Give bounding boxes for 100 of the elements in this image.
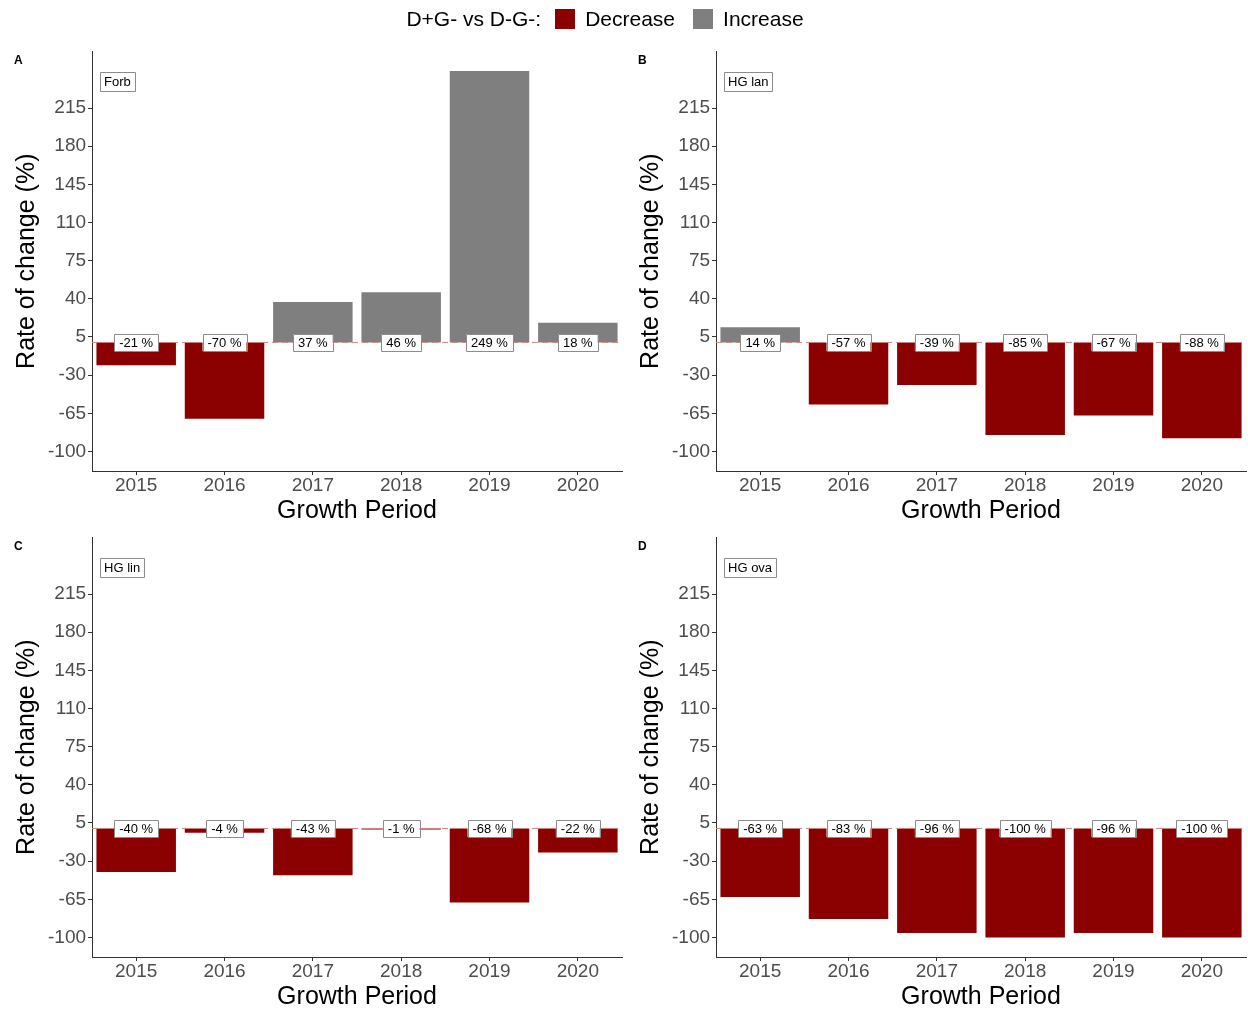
data-label: 249 % <box>471 335 509 351</box>
x-tick-label: 2017 <box>915 960 958 982</box>
x-tick-label: 2019 <box>1092 960 1135 982</box>
x-tick-label: 2020 <box>1180 474 1223 496</box>
data-label: -63 % <box>743 821 778 837</box>
y-tick-label: 215 <box>678 96 711 118</box>
chart-title: A <box>14 52 23 67</box>
data-label: 18 % <box>563 335 594 351</box>
y-tick-label: 145 <box>678 172 711 194</box>
x-tick-label: 2017 <box>915 474 958 496</box>
chart-title: B <box>638 52 647 67</box>
data-label: -40 % <box>119 821 154 837</box>
legend-label: Increase <box>723 7 804 31</box>
y-tick-label: 40 <box>64 287 87 309</box>
y-tick-label: 180 <box>678 620 711 642</box>
data-label: -22 % <box>560 821 596 837</box>
data-label: -39 % <box>919 335 955 351</box>
y-axis-title: Rate of change (%) <box>634 153 663 369</box>
x-axis-title: Growth Period <box>277 981 437 1010</box>
data-label: -67 % <box>1096 335 1131 351</box>
y-tick-label: 110 <box>679 696 711 718</box>
y-tick-label: 145 <box>678 658 711 680</box>
y-tick-label: 75 <box>688 248 711 270</box>
y-tick-label: -65 <box>682 887 711 909</box>
y-tick-label: -65 <box>682 401 711 423</box>
x-tick-label: 2019 <box>1092 474 1135 496</box>
data-label: -88 % <box>1184 335 1220 351</box>
data-label: -96 % <box>1096 821 1131 837</box>
x-tick-label: 2015 <box>739 960 782 982</box>
data-label: -83 % <box>831 821 866 837</box>
data-label: -85 % <box>1008 335 1043 351</box>
x-tick-label: 2015 <box>115 474 158 496</box>
x-tick-label: 2015 <box>739 474 782 496</box>
x-tick-label: 2018 <box>380 960 423 982</box>
y-tick-label: -30 <box>58 363 87 385</box>
x-tick-label: 2020 <box>556 474 599 496</box>
y-tick-label: 215 <box>678 582 711 604</box>
y-tick-label: -65 <box>58 887 87 909</box>
y-axis-title: Rate of change (%) <box>10 153 39 369</box>
y-tick-label: -100 <box>672 925 711 947</box>
chart-title: D <box>638 538 647 553</box>
y-axis-title: Rate of change (%) <box>10 639 39 855</box>
x-tick-label: 2015 <box>115 960 158 982</box>
data-label: 37 % <box>298 335 329 351</box>
x-axis-title: Growth Period <box>901 981 1061 1010</box>
y-tick-label: 215 <box>54 582 87 604</box>
y-tick-label: 40 <box>688 773 711 795</box>
data-label: -43 % <box>295 821 331 837</box>
data-label: -1 % <box>387 821 415 837</box>
x-tick-label: 2019 <box>468 960 511 982</box>
data-label: 14 % <box>745 335 776 351</box>
x-axis-title: Growth Period <box>277 495 437 524</box>
legend-label: Decrease <box>585 7 676 31</box>
y-tick-label: 215 <box>54 96 87 118</box>
y-tick-label: 75 <box>688 734 711 756</box>
x-tick-label: 2020 <box>556 960 599 982</box>
x-tick-label: 2016 <box>203 474 246 496</box>
data-label: -100 % <box>1004 821 1047 837</box>
annotation: Forb <box>104 73 131 89</box>
x-axis-title: Growth Period <box>901 495 1061 524</box>
y-tick-label: 180 <box>678 134 711 156</box>
x-tick-label: 2019 <box>468 474 511 496</box>
y-tick-label: -100 <box>48 925 87 947</box>
data-label: -96 % <box>919 821 955 837</box>
annotation: HG ova <box>728 559 773 575</box>
annotation: HG lan <box>728 73 769 89</box>
data-label: -21 % <box>119 335 154 351</box>
y-tick-label: -30 <box>58 849 87 871</box>
y-tick-label: 110 <box>55 696 87 718</box>
y-tick-label: 145 <box>54 658 87 680</box>
data-label: -4 % <box>211 821 239 837</box>
chart-title: C <box>14 538 23 553</box>
y-tick-label: 180 <box>54 620 87 642</box>
y-tick-label: -65 <box>58 401 87 423</box>
x-tick-label: 2018 <box>1004 960 1047 982</box>
x-tick-label: 2016 <box>827 960 870 982</box>
legend-title: D+G- vs D-G-: <box>406 7 542 31</box>
y-tick-label: 75 <box>64 734 87 756</box>
y-tick-label: -30 <box>682 363 711 385</box>
data-label: -70 % <box>207 335 242 351</box>
y-tick-label: -30 <box>682 849 711 871</box>
y-tick-label: -100 <box>672 439 711 461</box>
x-tick-label: 2020 <box>1180 960 1223 982</box>
y-tick-label: 40 <box>64 773 87 795</box>
y-tick-label: 5 <box>75 325 87 347</box>
annotation: HG lin <box>104 559 141 575</box>
x-tick-label: 2017 <box>291 960 334 982</box>
y-tick-label: -100 <box>48 439 87 461</box>
x-tick-label: 2016 <box>827 474 870 496</box>
y-tick-label: 110 <box>679 210 711 232</box>
data-label: 46 % <box>386 335 417 351</box>
y-tick-label: 145 <box>54 172 87 194</box>
x-tick-label: 2018 <box>1004 474 1047 496</box>
y-tick-label: 5 <box>699 811 711 833</box>
x-tick-label: 2018 <box>380 474 423 496</box>
y-tick-label: 40 <box>688 287 711 309</box>
y-tick-label: 75 <box>64 248 87 270</box>
y-tick-label: 110 <box>55 210 87 232</box>
y-tick-label: 5 <box>699 325 711 347</box>
x-tick-label: 2017 <box>291 474 334 496</box>
